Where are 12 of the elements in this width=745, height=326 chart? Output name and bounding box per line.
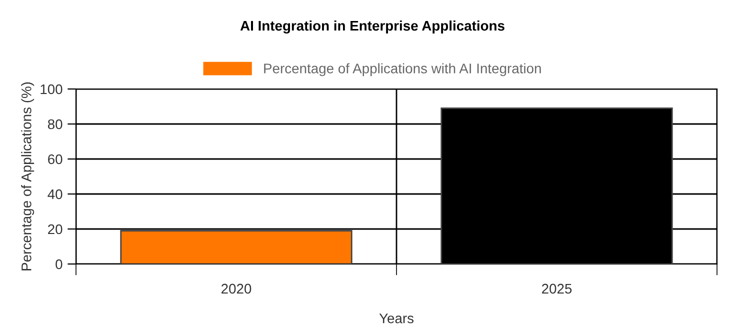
x-tick-label: 2025 (542, 284, 572, 294)
y-tick-label: 40 (48, 189, 62, 200)
legend-label: Percentage of Applications with AI Integration (264, 63, 541, 76)
y-tick-label: 100 (40, 84, 62, 94)
y-tick-label: 60 (48, 154, 62, 164)
y-tick-label: 80 (48, 119, 62, 130)
x-tick-label: 2020 (222, 284, 252, 294)
chart-title: AI Integration in Enterprise Applications (240, 20, 504, 34)
y-tick-label: 0 (56, 259, 62, 270)
x-axis-title: Years (379, 314, 414, 324)
y-tick-label: 20 (48, 224, 62, 234)
y-axis-title: Percentage of Applications (%) (21, 82, 34, 270)
